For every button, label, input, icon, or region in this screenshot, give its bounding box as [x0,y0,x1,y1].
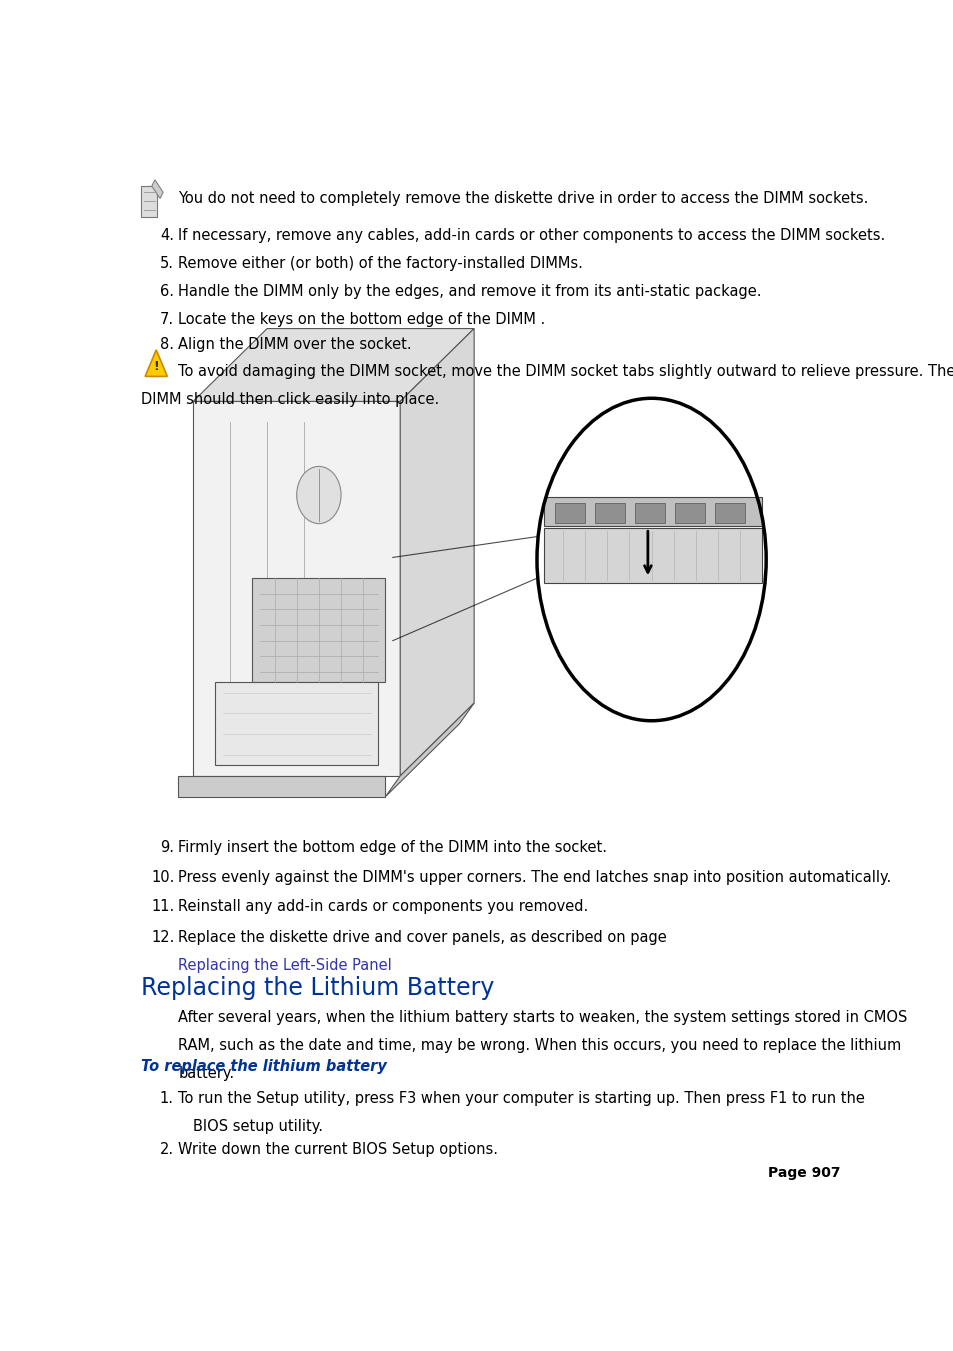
Text: 5.: 5. [160,255,173,270]
Polygon shape [635,504,664,523]
Text: Replacing the Lithium Battery: Replacing the Lithium Battery [141,975,495,1000]
Text: To avoid damaging the DIMM socket, move the DIMM socket tabs slightly outward to: To avoid damaging the DIMM socket, move … [178,363,953,378]
Text: After several years, when the lithium battery starts to weaken, the system setti: After several years, when the lithium ba… [178,1011,907,1025]
Text: 11.: 11. [151,898,174,913]
Text: 10.: 10. [151,870,174,885]
Text: If necessary, remove any cables, add-in cards or other components to access the : If necessary, remove any cables, add-in … [178,228,884,243]
Text: 12.: 12. [151,929,174,944]
Text: 2.: 2. [160,1142,173,1156]
Text: 1.: 1. [160,1092,173,1106]
Polygon shape [544,528,761,584]
Polygon shape [141,186,157,218]
Text: RAM, such as the date and time, may be wrong. When this occurs, you need to repl: RAM, such as the date and time, may be w… [178,1038,901,1052]
Circle shape [537,399,765,720]
Text: Reinstall any add-in cards or components you removed.: Reinstall any add-in cards or components… [178,898,588,913]
Polygon shape [215,682,377,766]
Text: Page 907: Page 907 [767,1166,840,1179]
Ellipse shape [296,466,341,524]
Text: 6.: 6. [160,284,173,299]
Polygon shape [193,328,474,401]
Text: 9.: 9. [160,840,173,855]
Text: To replace the lithium battery: To replace the lithium battery [141,1059,387,1074]
Text: Replace the diskette drive and cover panels, as described on page: Replace the diskette drive and cover pan… [178,929,671,944]
Text: 4.: 4. [160,228,173,243]
Polygon shape [145,350,167,377]
Polygon shape [400,328,474,775]
Text: Handle the DIMM only by the edges, and remove it from its anti-static package.: Handle the DIMM only by the edges, and r… [178,284,761,299]
Text: You do not need to completely remove the diskette drive in order to access the D: You do not need to completely remove the… [178,192,868,207]
Polygon shape [715,504,744,523]
Polygon shape [152,180,163,199]
Text: BIOS setup utility.: BIOS setup utility. [193,1119,323,1135]
Polygon shape [193,401,400,775]
Polygon shape [178,775,385,797]
Text: DIMM should then click easily into place.: DIMM should then click easily into place… [141,392,439,407]
Polygon shape [385,703,474,797]
Text: Replacing the Left-Side Panel: Replacing the Left-Side Panel [178,958,392,973]
Text: Remove either (or both) of the factory-installed DIMMs.: Remove either (or both) of the factory-i… [178,255,582,270]
Text: To run the Setup utility, press F3 when your computer is starting up. Then press: To run the Setup utility, press F3 when … [178,1092,864,1106]
Text: battery.: battery. [178,1066,234,1081]
Text: Locate the keys on the bottom edge of the DIMM .: Locate the keys on the bottom edge of th… [178,312,545,327]
Text: Align the DIMM over the socket.: Align the DIMM over the socket. [178,336,412,351]
Polygon shape [252,578,385,682]
Text: !: ! [153,359,159,373]
Polygon shape [555,504,584,523]
Text: 8.: 8. [160,336,173,351]
Text: Press evenly against the DIMM's upper corners. The end latches snap into positio: Press evenly against the DIMM's upper co… [178,870,891,885]
Polygon shape [544,497,761,526]
Polygon shape [675,504,704,523]
Text: 7.: 7. [160,312,173,327]
Text: Firmly insert the bottom edge of the DIMM into the socket.: Firmly insert the bottom edge of the DIM… [178,840,607,855]
Text: Write down the current BIOS Setup options.: Write down the current BIOS Setup option… [178,1142,497,1156]
Polygon shape [595,504,624,523]
